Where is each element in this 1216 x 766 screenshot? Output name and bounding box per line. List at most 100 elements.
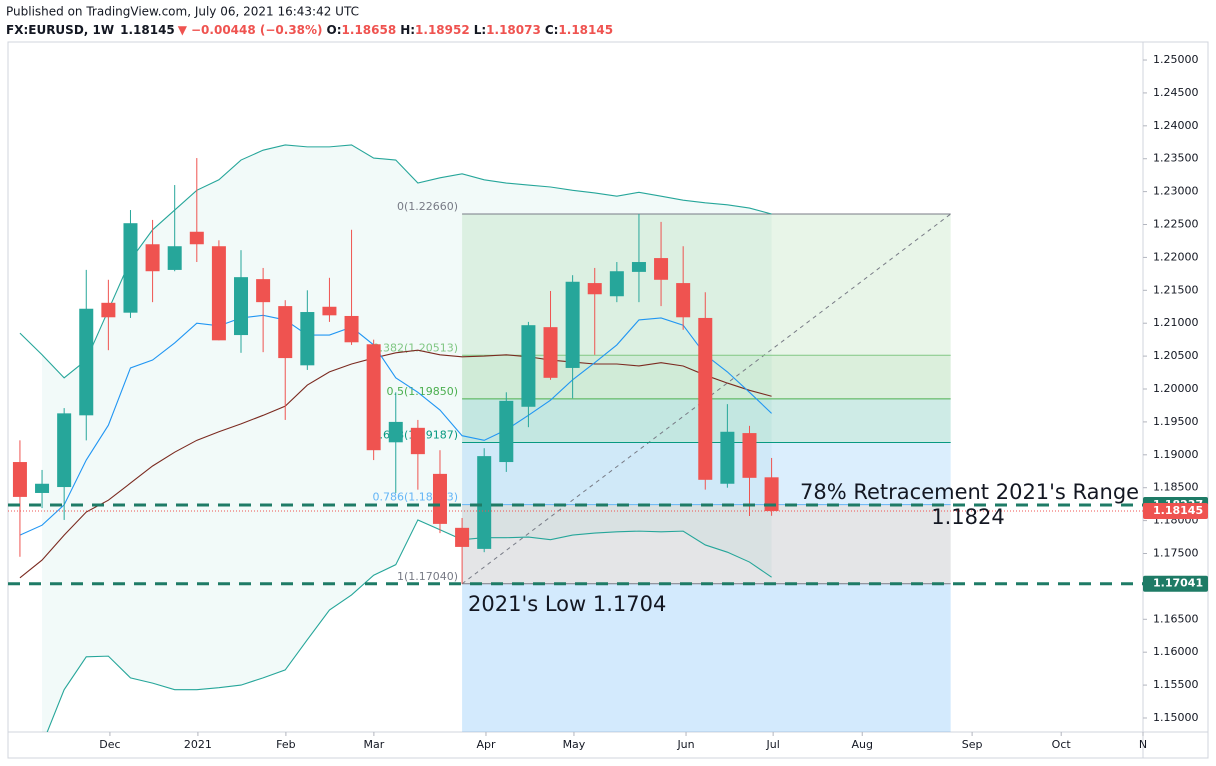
y-tick-label: 1.16000 bbox=[1153, 645, 1199, 658]
x-tick-label: Feb bbox=[276, 738, 295, 751]
candle-body bbox=[388, 421, 403, 443]
candle-body bbox=[477, 456, 492, 549]
candle-body bbox=[35, 483, 50, 493]
indicator-line bbox=[19, 349, 772, 579]
close-value: 1.18145 bbox=[558, 23, 613, 37]
x-tick-label: N bbox=[1139, 738, 1147, 751]
price-label-box bbox=[1143, 503, 1208, 520]
candle-body bbox=[189, 231, 204, 245]
price-label: 1.17041 bbox=[1153, 577, 1203, 590]
candle-body bbox=[344, 315, 359, 343]
fib-label: 0.382(1.20513) bbox=[373, 341, 459, 354]
open-label: O: bbox=[327, 23, 342, 37]
x-tick-label: Mar bbox=[363, 738, 384, 751]
candle-body bbox=[676, 283, 691, 318]
x-tick-label: Oct bbox=[1052, 738, 1072, 751]
candle-body bbox=[300, 312, 315, 366]
x-tick-label: 2021 bbox=[184, 738, 212, 751]
change-arrow: ▼ bbox=[178, 23, 188, 37]
publish-note: Published on TradingView.com, July 06, 2… bbox=[6, 5, 359, 19]
x-tick-label: May bbox=[563, 738, 586, 751]
candle-body bbox=[145, 244, 160, 272]
y-tick-label: 1.20000 bbox=[1153, 382, 1199, 395]
fib-zone bbox=[462, 504, 951, 584]
candle-body bbox=[565, 281, 580, 368]
candle-body bbox=[499, 400, 514, 463]
y-tick-label: 1.24000 bbox=[1153, 119, 1199, 132]
indicator-line bbox=[19, 314, 772, 536]
candle-body bbox=[57, 413, 72, 488]
y-tick-label: 1.16500 bbox=[1153, 612, 1199, 625]
change: −0.00448 (−0.38%) bbox=[191, 23, 323, 37]
y-tick-label: 1.19000 bbox=[1153, 448, 1199, 461]
annotation: 78% Retracement 2021's Range bbox=[800, 480, 1139, 504]
indicator-line bbox=[46, 519, 772, 732]
candle-body bbox=[234, 277, 249, 336]
low-value: 1.18073 bbox=[486, 23, 541, 37]
fib-label: 0(1.22660) bbox=[397, 200, 458, 213]
y-tick-label: 1.23000 bbox=[1153, 185, 1199, 198]
indicator-line bbox=[19, 144, 772, 379]
y-tick-label: 1.22000 bbox=[1153, 250, 1199, 263]
candle-body bbox=[720, 431, 735, 484]
high-label: H: bbox=[400, 23, 415, 37]
x-tick-label: Dec bbox=[99, 738, 120, 751]
candle-body bbox=[123, 223, 138, 313]
open-value: 1.18658 bbox=[342, 23, 397, 37]
candle-body bbox=[278, 306, 293, 359]
plot: 0(1.22660)0.382(1.20513)0.5(1.19850)0.61… bbox=[8, 144, 1143, 732]
symbol: FX:EURUSD, 1W bbox=[6, 23, 114, 37]
overlay: 1.25000 1.24500 1.24000 1.23500 1.23000 1.225… bbox=[8, 53, 1208, 751]
y-tick-label: 1.21500 bbox=[1153, 283, 1199, 296]
y-tick-label: 1.25000 bbox=[1153, 53, 1199, 66]
candle-body bbox=[521, 325, 536, 407]
close-label: C: bbox=[545, 23, 559, 37]
high-value: 1.18952 bbox=[415, 23, 470, 37]
candle-body bbox=[79, 308, 94, 416]
candle-body bbox=[167, 246, 182, 270]
y-tick-label: 1.15500 bbox=[1153, 678, 1199, 691]
candle-body bbox=[322, 306, 337, 316]
fib-label: 0.5(1.19850) bbox=[387, 385, 459, 398]
y-tick-label: 1.17500 bbox=[1153, 546, 1199, 559]
candle-body bbox=[432, 473, 447, 524]
candle-body bbox=[455, 527, 470, 547]
y-tick-label: 1.23500 bbox=[1153, 152, 1199, 165]
y-tick-label: 1.24500 bbox=[1153, 86, 1199, 99]
x-tick-label: Sep bbox=[962, 738, 983, 751]
low-label: L: bbox=[474, 23, 486, 37]
candle-body bbox=[654, 258, 669, 280]
x-tick-label: Aug bbox=[851, 738, 872, 751]
price-label: 1.18145 bbox=[1153, 504, 1203, 517]
x-tick-label: Jun bbox=[676, 738, 694, 751]
annotation: 2021's Low 1.1704 bbox=[468, 592, 666, 616]
fib-label: 1(1.17040) bbox=[397, 570, 458, 583]
y-tick-label: 1.20500 bbox=[1153, 349, 1199, 362]
candle-body bbox=[609, 271, 624, 297]
x-tick-label: Apr bbox=[476, 738, 496, 751]
y-tick-label: 1.18500 bbox=[1153, 481, 1199, 494]
last-price: 1.18145 bbox=[120, 23, 175, 37]
candle-body bbox=[101, 302, 116, 318]
y-tick-label: 1.15000 bbox=[1153, 711, 1199, 724]
price-label-box bbox=[1143, 575, 1208, 592]
candle-body bbox=[543, 327, 558, 378]
y-tick-label: 1.19500 bbox=[1153, 415, 1199, 428]
frame bbox=[7, 41, 1209, 759]
candle-body bbox=[211, 246, 226, 341]
candle-body bbox=[764, 477, 779, 512]
candle-body bbox=[742, 433, 757, 478]
candle-body bbox=[410, 427, 425, 455]
candle-body bbox=[366, 344, 381, 451]
x-tick-label: Jul bbox=[766, 738, 780, 751]
candle-body bbox=[256, 279, 271, 303]
annotation: 1.1824 bbox=[931, 505, 1004, 529]
candle-body bbox=[12, 462, 27, 497]
candle-body bbox=[698, 317, 713, 480]
y-tick-label: 1.22500 bbox=[1153, 218, 1199, 231]
y-tick-label: 1.21000 bbox=[1153, 316, 1199, 329]
symbol-line: FX:EURUSD, 1W 1.18145 ▼ −0.00448 (−0.38%) O:… bbox=[6, 23, 613, 37]
candle-body bbox=[631, 262, 646, 272]
fib-zone bbox=[462, 583, 951, 732]
